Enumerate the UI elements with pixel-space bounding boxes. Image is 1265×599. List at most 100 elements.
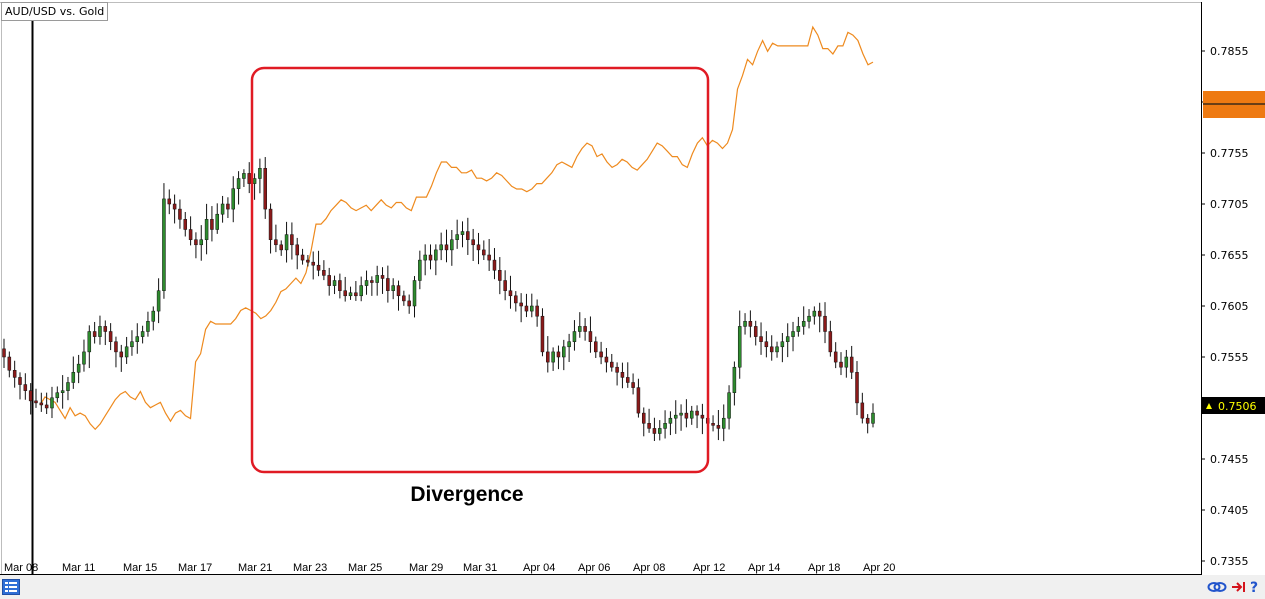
- candle-body: [295, 244, 299, 256]
- candle-body: [450, 239, 454, 251]
- price-tag-arrow-icon: [1206, 403, 1212, 409]
- divergence-annotation-box[interactable]: [250, 66, 710, 474]
- candle-body: [60, 390, 65, 393]
- candle-body: [823, 315, 827, 332]
- candle-body: [567, 341, 571, 348]
- price-tick-label: 0.7355: [1210, 555, 1249, 568]
- candle-body: [370, 280, 374, 283]
- candle-body: [631, 382, 635, 388]
- price-tick-label: 0.7655: [1210, 249, 1249, 262]
- candle-body: [636, 387, 641, 414]
- link-icon[interactable]: [1207, 579, 1227, 595]
- candles: [2, 157, 875, 442]
- date-tick-label: Apr 18: [808, 562, 840, 574]
- candle-body: [119, 351, 124, 358]
- candle-body: [135, 336, 140, 342]
- candle-body: [801, 321, 806, 327]
- candle-body: [796, 326, 801, 332]
- candle-body: [220, 203, 225, 215]
- candle-body: [290, 234, 294, 246]
- candle-body: [226, 203, 230, 210]
- candle-body: [103, 326, 108, 332]
- candle-body: [839, 361, 843, 368]
- candle-body: [466, 231, 470, 240]
- candle-body: [482, 249, 486, 256]
- candle-body: [578, 326, 582, 332]
- candle-body: [39, 402, 44, 406]
- help-icon[interactable]: ?: [1249, 579, 1261, 595]
- candle-body: [748, 321, 753, 327]
- candle-body: [647, 423, 651, 429]
- candle-body: [274, 239, 278, 246]
- date-tick-label: Mar 21: [238, 562, 272, 574]
- candle-body: [753, 326, 758, 337]
- candle-body: [860, 402, 865, 419]
- candle-body: [817, 310, 822, 317]
- candle-body: [652, 428, 657, 434]
- candle-body: [338, 280, 342, 291]
- price-tick-label: 0.7555: [1210, 351, 1249, 364]
- candle-body: [263, 168, 267, 210]
- candle-body: [327, 275, 331, 286]
- candle-body: [322, 270, 326, 276]
- candle-body: [215, 213, 220, 230]
- candle-body: [498, 270, 502, 281]
- candle-body: [236, 178, 241, 189]
- candle-body: [354, 292, 358, 297]
- candle-body: [348, 292, 353, 297]
- candle-body: [423, 254, 427, 261]
- candle-body: [711, 423, 715, 426]
- candle-body: [183, 219, 188, 230]
- candle-body: [556, 351, 561, 358]
- candle-body: [849, 356, 854, 373]
- gold-price-line: [39, 25, 874, 431]
- candle-body: [2, 348, 6, 358]
- candle-body: [508, 290, 513, 297]
- candle-body: [300, 254, 305, 261]
- list-icon[interactable]: [2, 579, 20, 595]
- candle-body: [87, 331, 92, 353]
- candle-body: [407, 300, 411, 307]
- candle-body: [519, 302, 523, 307]
- candle-body: [418, 259, 422, 281]
- candle-body: [764, 341, 769, 348]
- date-tick-label: Apr 14: [748, 562, 780, 574]
- candle-body: [524, 305, 529, 312]
- candle-body: [316, 264, 321, 271]
- chart-title: AUD/USD vs. Gold: [1, 2, 109, 21]
- candle-body: [833, 351, 838, 363]
- candle-body: [306, 259, 310, 263]
- candle-body: [412, 280, 417, 307]
- date-tick-label: Apr 04: [523, 562, 555, 574]
- candle-body: [562, 346, 566, 358]
- candle-body: [124, 346, 129, 358]
- candle-body: [684, 412, 689, 419]
- candle-body: [391, 285, 395, 291]
- candle-body: [599, 351, 603, 358]
- candle-body: [268, 208, 273, 240]
- candle-body: [156, 290, 161, 312]
- red-arrow-icon[interactable]: [1230, 579, 1246, 595]
- candle-body: [130, 341, 134, 348]
- candle-body: [865, 417, 870, 424]
- candle-body: [18, 377, 22, 385]
- price-tick-label: 0.7755: [1210, 147, 1249, 160]
- candle-body: [460, 231, 465, 235]
- candle-body: [343, 290, 347, 297]
- candle-body: [743, 321, 747, 327]
- candle-body: [583, 326, 587, 332]
- candle-body: [162, 198, 166, 291]
- candle-body: [487, 254, 491, 261]
- candle-body: [871, 412, 875, 424]
- candle-body: [642, 412, 646, 424]
- candle-body: [428, 254, 433, 261]
- candle-body: [194, 239, 198, 246]
- date-tick-label: Mar 23: [293, 562, 327, 574]
- candle-body: [695, 410, 699, 416]
- candle-body: [210, 219, 214, 230]
- candle-body: [551, 351, 555, 363]
- candle-body: [737, 326, 742, 368]
- price-tick-label: 0.7705: [1210, 198, 1249, 211]
